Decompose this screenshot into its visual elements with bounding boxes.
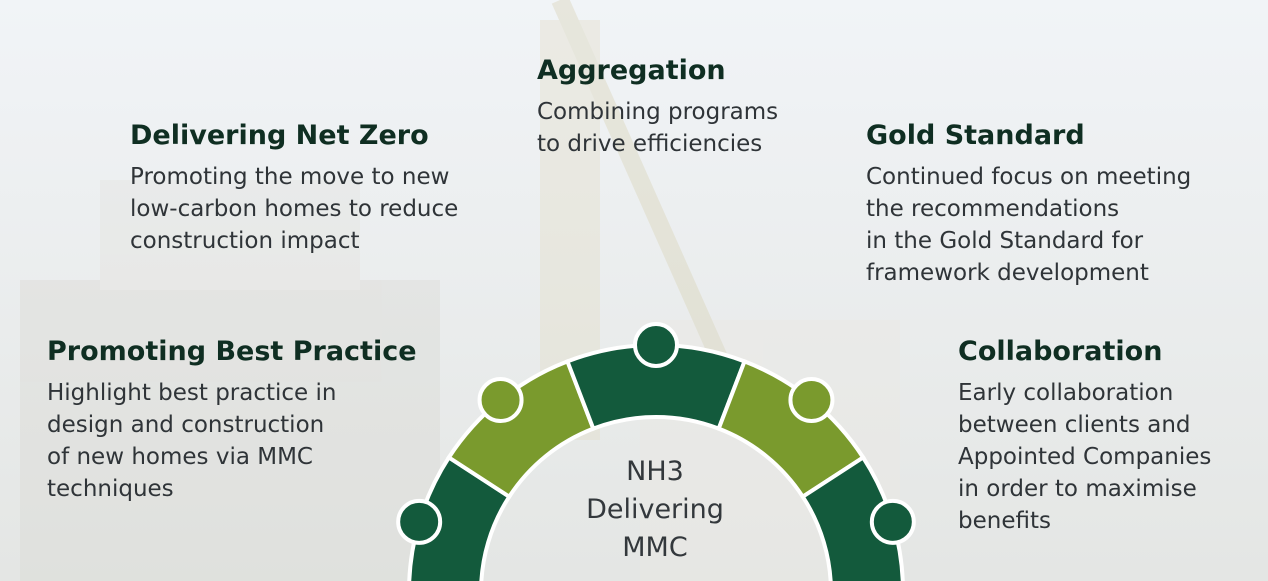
arch-node <box>790 379 832 421</box>
arch-node <box>872 501 914 543</box>
section-text: Promoting the move to new <box>130 164 449 190</box>
diagram: NH3 Delivering MMC Promoting Best Practice H… <box>0 0 1268 581</box>
arch-node <box>635 324 677 366</box>
section-title: Collaboration <box>958 336 1162 367</box>
section-text: construction impact <box>130 228 360 254</box>
arch-node <box>398 501 440 543</box>
section-text: techniques <box>47 476 174 502</box>
section-text: Early collaboration <box>958 380 1173 406</box>
arch-node <box>480 379 522 421</box>
section-text: benefits <box>958 508 1051 534</box>
section-text: low-carbon homes to reduce <box>130 196 458 222</box>
center-label: NH3 <box>626 456 684 487</box>
section-text: Appointed Companies <box>958 444 1211 470</box>
section-title: Aggregation <box>537 55 726 86</box>
section-text: of new homes via MMC <box>47 444 313 470</box>
center-label: MMC <box>622 532 687 563</box>
page: { "center_label": ["NH3", "Delivering", … <box>0 0 1268 581</box>
section-text: Combining programs <box>537 99 778 125</box>
section-title: Promoting Best Practice <box>47 336 417 367</box>
section-text: to drive efficiencies <box>537 131 762 157</box>
section-text: between clients and <box>958 412 1191 438</box>
section-text: design and construction <box>47 412 324 438</box>
section-text: in the Gold Standard for <box>866 228 1144 254</box>
section-title: Gold Standard <box>866 120 1085 151</box>
center-label: Delivering <box>586 494 724 525</box>
section-text: framework development <box>866 260 1149 286</box>
section-title: Delivering Net Zero <box>130 120 429 151</box>
section-text: in order to maximise <box>958 476 1197 502</box>
section-text: Highlight best practice in <box>47 380 337 406</box>
section-text: the recommendations <box>866 196 1119 222</box>
section-text: Continued focus on meeting <box>866 164 1191 190</box>
